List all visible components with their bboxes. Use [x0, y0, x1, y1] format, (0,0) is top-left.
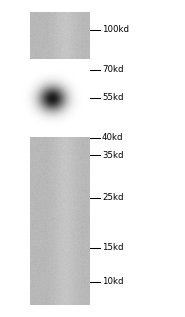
Text: 40kd: 40kd	[102, 133, 124, 143]
Text: 100kd: 100kd	[102, 25, 129, 35]
Text: 70kd: 70kd	[102, 66, 124, 74]
Text: 10kd: 10kd	[102, 277, 124, 287]
Text: 15kd: 15kd	[102, 243, 124, 253]
Text: 35kd: 35kd	[102, 151, 124, 159]
Text: 55kd: 55kd	[102, 94, 124, 102]
Text: 25kd: 25kd	[102, 193, 124, 203]
